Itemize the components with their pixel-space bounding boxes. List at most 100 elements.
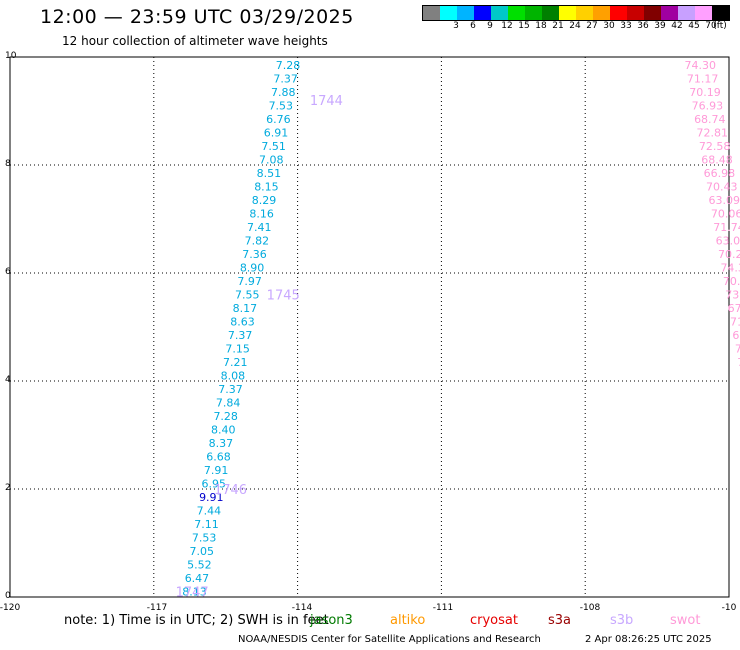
wave-height-label: 70.19 bbox=[689, 86, 721, 99]
color-swatch bbox=[678, 6, 695, 20]
wave-height-label: 71.65 bbox=[730, 316, 740, 329]
color-scale-tick: 21 bbox=[552, 21, 564, 31]
wave-height-label: 68.74 bbox=[694, 113, 726, 126]
color-swatch bbox=[440, 6, 457, 20]
legend-item-jason3: jason3 bbox=[310, 613, 353, 628]
wave-height-label: 7.28 bbox=[213, 410, 238, 423]
wave-height-label: 71.17 bbox=[687, 73, 719, 86]
color-swatch bbox=[644, 6, 661, 20]
wave-height-label: 72.58 bbox=[699, 140, 731, 153]
x-tick-label: -10 bbox=[721, 603, 737, 613]
color-scale-tick: 36 bbox=[637, 21, 649, 31]
generated-timestamp: 2 Apr 08:26:25 UTC 2025 bbox=[585, 634, 712, 645]
wave-height-label: 76.93 bbox=[692, 100, 724, 113]
wave-height-label: 6.47 bbox=[185, 572, 210, 585]
color-swatch bbox=[491, 6, 508, 20]
color-scale-tick: 24 bbox=[569, 21, 581, 31]
wave-height-label: 7.36 bbox=[242, 248, 267, 261]
wave-height-label: 7.82 bbox=[245, 235, 270, 248]
wave-height-label: 8.51 bbox=[257, 167, 282, 180]
wave-height-label: 76.85 bbox=[735, 343, 740, 356]
wave-height-label: 74.30 bbox=[684, 59, 716, 72]
color-swatch bbox=[712, 6, 729, 20]
wave-height-label: 6.91 bbox=[264, 127, 289, 140]
wave-height-label: 8.15 bbox=[254, 181, 279, 194]
wave-height-label: 69.63 bbox=[732, 329, 740, 342]
wave-height-label: 7.15 bbox=[225, 343, 250, 356]
color-scale-tick: 27 bbox=[586, 21, 598, 31]
legend-item-altiko: altiko bbox=[390, 613, 426, 628]
wave-height-label: 73.16 bbox=[725, 289, 740, 302]
pass-time-label: 1746 bbox=[214, 483, 247, 498]
wave-height-label: 7.55 bbox=[235, 289, 260, 302]
x-tick-label: -111 bbox=[432, 603, 454, 613]
color-scale-tick: 30 bbox=[603, 21, 615, 31]
color-swatch bbox=[593, 6, 610, 20]
wave-height-label: 7.88 bbox=[271, 86, 296, 99]
wave-height-label: 7.53 bbox=[192, 532, 217, 545]
y-tick-label: 2 bbox=[5, 483, 11, 493]
color-swatch bbox=[474, 6, 491, 20]
wave-height-label: 8.29 bbox=[252, 194, 277, 207]
wave-height-label: 8.13 bbox=[182, 586, 207, 599]
wave-height-label: 7.53 bbox=[269, 100, 294, 113]
wave-height-label: 70.67 bbox=[723, 275, 740, 288]
wave-height-label: 74.36 bbox=[737, 356, 740, 369]
wave-height-label: 7.08 bbox=[259, 154, 284, 167]
color-scale-tick: 33 bbox=[620, 21, 632, 31]
color-swatch bbox=[576, 6, 593, 20]
wave-height-label: 8.16 bbox=[249, 208, 274, 221]
wave-height-label: 9.91 bbox=[199, 491, 224, 504]
wave-height-label: 7.91 bbox=[204, 464, 229, 477]
page-subtitle: 12 hour collection of altimeter wave hei… bbox=[62, 34, 328, 48]
wave-height-label: 7.97 bbox=[237, 275, 262, 288]
wave-height-label: 70.26 bbox=[718, 248, 740, 261]
wave-height-label: 8.63 bbox=[230, 316, 255, 329]
x-tick-label: -108 bbox=[579, 603, 601, 613]
wave-height-label: 63.01 bbox=[716, 235, 740, 248]
wave-height-label: 72.81 bbox=[696, 127, 728, 140]
wave-height-label: 7.11 bbox=[194, 518, 219, 531]
wave-height-label: 67.87 bbox=[728, 302, 740, 315]
footnote: note: 1) Time is in UTC; 2) SWH is in fe… bbox=[64, 613, 329, 628]
y-tick-label: 8 bbox=[5, 159, 11, 169]
wave-height-label: 66.98 bbox=[704, 167, 736, 180]
wave-height-label: 8.17 bbox=[233, 302, 258, 315]
legend-item-s3a: s3a bbox=[548, 613, 572, 628]
color-swatch bbox=[695, 6, 712, 20]
color-scale-tick: 70 bbox=[705, 21, 717, 31]
wave-height-label: 7.37 bbox=[218, 383, 243, 396]
y-tick-label: 0 bbox=[5, 591, 11, 601]
color-swatch bbox=[457, 6, 474, 20]
pass-time-label: 1745 bbox=[267, 289, 300, 304]
legend-item-swot: swot bbox=[670, 613, 701, 628]
color-swatch bbox=[508, 6, 525, 20]
wave-height-label: 8.90 bbox=[240, 262, 265, 275]
color-scale-tick: 15 bbox=[518, 21, 530, 31]
wave-height-label: 7.05 bbox=[189, 545, 214, 558]
wave-height-label: 7.51 bbox=[261, 140, 286, 153]
color-scale-tick: 45 bbox=[688, 21, 700, 31]
wave-height-label: 6.95 bbox=[201, 478, 226, 491]
legend-item-cryosat: cryosat bbox=[470, 613, 518, 628]
credit-line: NOAA/NESDIS Center for Satellite Applica… bbox=[238, 634, 541, 645]
color-swatch bbox=[610, 6, 627, 20]
color-swatch bbox=[627, 6, 644, 20]
wave-height-label: 5.52 bbox=[187, 559, 212, 572]
wave-height-label: 71.74 bbox=[713, 221, 740, 234]
color-scale-tick: 6 bbox=[470, 21, 476, 31]
wave-height-label: 8.40 bbox=[211, 424, 236, 437]
plot-frame bbox=[9, 56, 730, 598]
x-tick-label: -114 bbox=[291, 603, 313, 613]
wave-height-label: 7.28 bbox=[276, 59, 301, 72]
color-scale-tick: 12 bbox=[501, 21, 513, 31]
page-title: 12:00 — 23:59 UTC 03/29/2025 bbox=[40, 6, 354, 28]
wave-height-label: 70.06 bbox=[711, 208, 740, 221]
color-swatch bbox=[423, 6, 440, 20]
wave-height-label: 7.41 bbox=[247, 221, 272, 234]
color-swatch bbox=[559, 6, 576, 20]
wave-height-label: 63.09 bbox=[708, 194, 740, 207]
color-scale-tick: 18 bbox=[535, 21, 547, 31]
